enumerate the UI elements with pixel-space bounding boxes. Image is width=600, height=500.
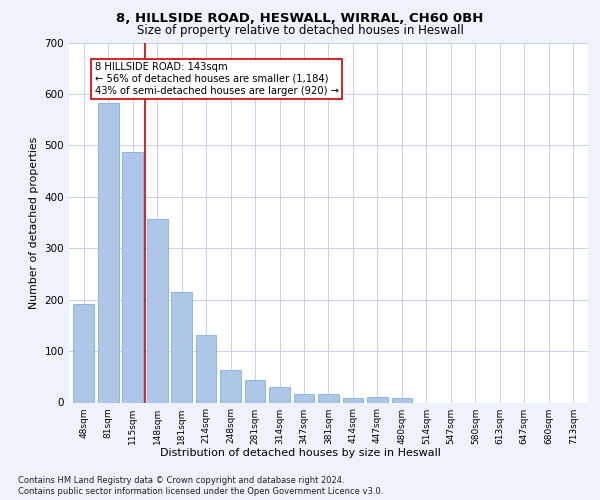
Text: Contains HM Land Registry data © Crown copyright and database right 2024.: Contains HM Land Registry data © Crown c… [18, 476, 344, 485]
Bar [245, 380, 265, 402]
Bar [343, 398, 364, 402]
Text: 8 HILLSIDE ROAD: 143sqm
← 56% of detached houses are smaller (1,184)
43% of semi: 8 HILLSIDE ROAD: 143sqm ← 56% of detache… [95, 62, 339, 96]
Bar [367, 398, 388, 402]
Text: 8, HILLSIDE ROAD, HESWALL, WIRRAL, CH60 0BH: 8, HILLSIDE ROAD, HESWALL, WIRRAL, CH60 … [116, 12, 484, 26]
Bar [73, 304, 94, 402]
Bar [122, 152, 143, 403]
Bar [269, 386, 290, 402]
Bar [220, 370, 241, 402]
Text: Distribution of detached houses by size in Heswall: Distribution of detached houses by size … [160, 448, 440, 458]
Text: Size of property relative to detached houses in Heswall: Size of property relative to detached ho… [137, 24, 463, 37]
Bar [147, 220, 167, 402]
Bar [171, 292, 192, 403]
Bar [293, 394, 314, 402]
Text: Contains public sector information licensed under the Open Government Licence v3: Contains public sector information licen… [18, 487, 383, 496]
Bar [196, 334, 217, 402]
Y-axis label: Number of detached properties: Number of detached properties [29, 136, 39, 308]
Bar [318, 394, 339, 402]
Bar [392, 398, 412, 402]
Bar [98, 102, 119, 403]
